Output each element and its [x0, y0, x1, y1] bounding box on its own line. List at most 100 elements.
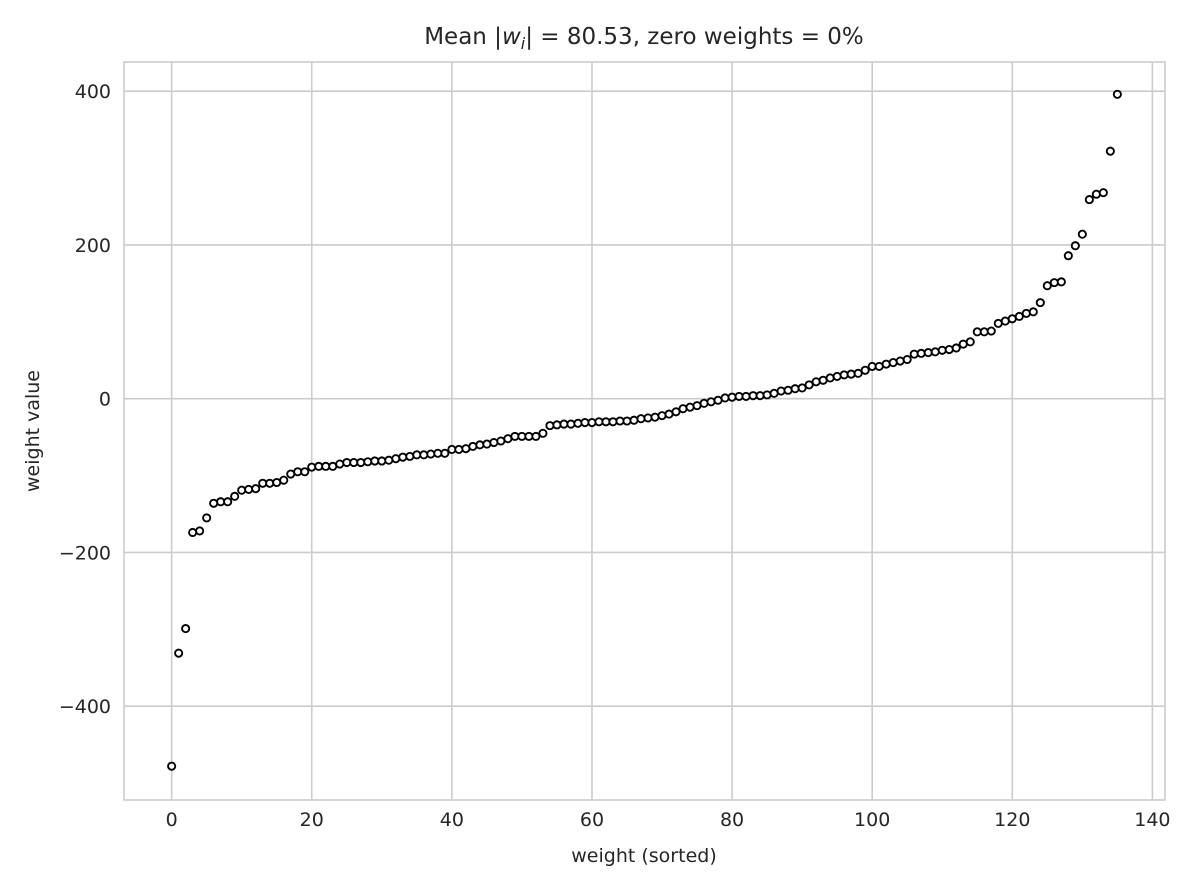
x-tick-label: 100 [854, 809, 890, 831]
data-point [202, 513, 212, 523]
y-tick-label: 0 [99, 389, 111, 411]
data-point [195, 526, 205, 536]
data-point [825, 373, 835, 383]
plot-frame [123, 61, 1166, 801]
data-point [405, 451, 415, 461]
data-point [237, 485, 247, 495]
data-point [755, 391, 765, 401]
data-point [356, 457, 366, 468]
data-point [895, 356, 905, 366]
data-point [1091, 189, 1101, 199]
data-point [223, 497, 233, 507]
plot-background [124, 62, 1165, 800]
x-tick-labels: 0 20 40 60 80 100 120 140 [166, 809, 1171, 831]
data-points [167, 89, 1122, 771]
y-axis-label: weight value [22, 370, 44, 492]
data-point [552, 420, 562, 430]
y-tick-label: −200 [59, 542, 111, 564]
data-point [573, 418, 583, 428]
data-point [1035, 298, 1045, 308]
y-tick-label: 200 [75, 235, 111, 257]
data-point [244, 484, 254, 494]
data-point [566, 419, 576, 429]
data-point [398, 452, 408, 462]
data-point [951, 343, 961, 353]
y-tick-label: 400 [75, 81, 111, 103]
x-axis-label: weight (sorted) [571, 845, 716, 867]
data-point [629, 415, 639, 425]
data-point [937, 345, 947, 355]
data-point [230, 491, 240, 501]
data-point [888, 358, 898, 368]
x-tick-label: 140 [1134, 809, 1170, 831]
data-point [482, 439, 492, 449]
data-point [776, 386, 786, 396]
data-point [944, 344, 954, 355]
data-point [1042, 281, 1052, 291]
data-point [454, 444, 464, 455]
data-point [1105, 146, 1115, 156]
data-point [965, 337, 975, 347]
data-point [335, 459, 345, 469]
data-point [384, 455, 394, 465]
data-point [475, 440, 485, 450]
chart-title: Mean |wi| = 80.53, zero weights = 0% [424, 24, 864, 53]
data-point [923, 348, 933, 358]
y-tick-label: −400 [59, 696, 111, 718]
data-point [279, 475, 289, 485]
data-point [545, 421, 555, 431]
x-tick-label: 0 [166, 809, 178, 831]
data-point [860, 365, 870, 375]
data-point [1028, 307, 1038, 317]
data-point [804, 380, 814, 390]
data-point [1098, 188, 1108, 198]
grid-lines [124, 62, 1165, 800]
data-point [1112, 89, 1122, 99]
data-point [986, 326, 996, 336]
data-point [489, 437, 499, 448]
data-point [538, 428, 548, 438]
x-tick-label: 80 [720, 809, 744, 831]
data-point [979, 327, 989, 337]
data-point [930, 347, 940, 357]
data-point [251, 484, 261, 494]
data-point [363, 457, 373, 467]
data-point [699, 398, 709, 408]
data-point [783, 385, 793, 395]
data-point [832, 371, 842, 381]
data-point [209, 498, 219, 508]
data-point [853, 368, 863, 378]
data-point [643, 413, 653, 423]
data-point [1077, 229, 1087, 239]
data-point [265, 478, 275, 488]
data-point [174, 648, 184, 658]
data-point [307, 462, 317, 472]
data-point [587, 417, 597, 428]
data-point [839, 370, 849, 380]
data-point [706, 397, 716, 407]
data-point [797, 383, 807, 393]
y-tick-labels: −400 −200 0 200 400 [59, 81, 111, 718]
data-point [762, 390, 772, 400]
data-point [727, 392, 737, 402]
data-point [1063, 251, 1073, 261]
data-point [846, 369, 856, 379]
data-point [902, 354, 912, 365]
data-point [608, 417, 618, 427]
data-point [1014, 311, 1024, 322]
data-point [419, 450, 429, 460]
data-point [181, 624, 191, 634]
data-point [391, 454, 401, 464]
data-point [720, 393, 730, 403]
x-tick-label: 60 [580, 809, 604, 831]
data-point [657, 411, 667, 421]
data-point [636, 414, 646, 424]
data-point [531, 431, 541, 441]
data-point [377, 456, 387, 466]
x-tick-label: 120 [994, 809, 1030, 831]
data-point [881, 359, 891, 369]
x-tick-label: 40 [440, 809, 464, 831]
data-point [1049, 278, 1059, 288]
data-point [167, 761, 177, 771]
